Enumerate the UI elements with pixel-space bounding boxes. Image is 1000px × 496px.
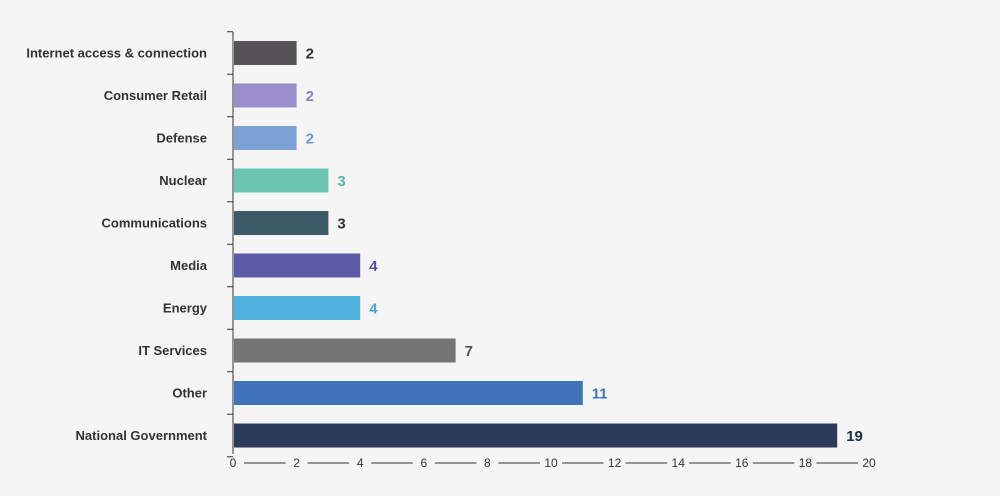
category-label: Consumer Retail (104, 88, 207, 103)
category-label: National Government (76, 428, 208, 443)
value-label: 3 (337, 216, 345, 233)
category-label: Internet access & connection (26, 46, 207, 61)
x-tick-label: 18 (799, 456, 813, 470)
value-label: 3 (337, 173, 345, 190)
x-tick-label: 20 (862, 456, 876, 470)
bar (234, 126, 297, 150)
bar (234, 41, 297, 65)
x-tick-label: 8 (484, 456, 491, 470)
labels-layer: Internet access & connection 2 Consumer Re… (26, 46, 863, 446)
bar (234, 338, 456, 363)
bars-layer (234, 41, 838, 448)
category-label: IT Services (138, 343, 207, 358)
value-label: 7 (465, 343, 473, 360)
axis-layer: 0 2 4 6 8 10 12 14 16 18 20 (227, 31, 876, 470)
category-label: Nuclear (159, 173, 207, 188)
category-label: Energy (163, 301, 208, 316)
value-label: 11 (592, 386, 608, 403)
bar (234, 211, 329, 235)
bar (234, 381, 583, 405)
x-tick-label: 14 (672, 456, 686, 470)
value-label: 2 (306, 88, 314, 105)
x-tick-label: 4 (357, 456, 364, 470)
x-tick-label: 12 (608, 456, 622, 470)
category-label: Other (172, 386, 207, 401)
x-tick-label: 10 (544, 456, 558, 470)
bar (234, 168, 329, 193)
bar (234, 423, 838, 448)
value-label: 2 (306, 131, 314, 148)
bar (234, 296, 361, 320)
bar (234, 83, 297, 108)
category-label: Communications (102, 216, 207, 231)
x-tick-label: 6 (420, 456, 427, 470)
value-label: 4 (369, 258, 378, 275)
value-label: 4 (369, 301, 378, 318)
x-tick-label: 2 (293, 456, 300, 470)
x-tick-label: 0 (230, 456, 237, 470)
x-tick-label: 16 (735, 456, 749, 470)
value-label: 19 (846, 428, 863, 445)
value-label: 2 (306, 46, 314, 63)
category-label: Defense (156, 131, 207, 146)
bar (234, 253, 361, 278)
category-label: Media (170, 258, 208, 273)
